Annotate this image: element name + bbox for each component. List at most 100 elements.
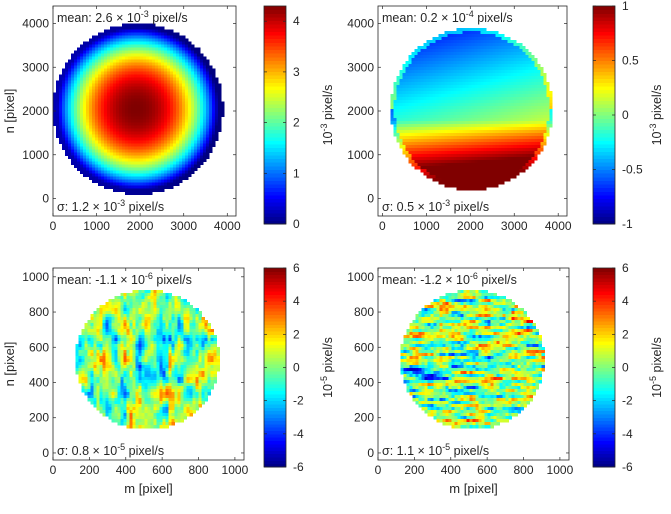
heatmap-cell bbox=[113, 66, 116, 69]
heatmap-cell bbox=[507, 175, 510, 178]
heatmap-cell bbox=[161, 33, 164, 36]
heatmap-cell bbox=[164, 126, 167, 129]
heatmap-cell bbox=[504, 115, 507, 118]
heatmap-cell bbox=[137, 159, 140, 162]
heatmap-cell bbox=[498, 58, 501, 61]
heatmap-cell bbox=[447, 163, 450, 166]
heatmap-cell bbox=[450, 178, 453, 181]
heatmap-cell bbox=[507, 157, 510, 160]
heatmap-cell bbox=[77, 144, 80, 147]
heatmap-cell bbox=[516, 133, 519, 136]
heatmap-cell bbox=[200, 144, 203, 147]
heatmap-cell bbox=[474, 88, 477, 91]
heatmap-cell bbox=[534, 151, 537, 154]
heatmap-cell bbox=[486, 31, 489, 34]
heatmap-cell bbox=[498, 52, 501, 55]
heatmap-cell bbox=[134, 183, 137, 186]
heatmap-cell bbox=[399, 73, 402, 76]
heatmap-cell bbox=[77, 129, 80, 132]
heatmap-cell bbox=[432, 139, 435, 142]
heatmap-cell bbox=[62, 120, 65, 123]
heatmap-cell bbox=[495, 166, 498, 169]
heatmap-cell bbox=[441, 163, 444, 166]
heatmap-cell bbox=[125, 147, 128, 150]
heatmap-cell bbox=[161, 120, 164, 123]
heatmap-cell bbox=[519, 130, 522, 133]
heatmap-cell bbox=[414, 121, 417, 124]
heatmap-cell bbox=[459, 142, 462, 145]
colorbar-segment bbox=[593, 184, 615, 188]
heatmap-cell bbox=[179, 177, 182, 180]
heatmap-cell bbox=[137, 111, 140, 114]
heatmap-cell bbox=[525, 118, 528, 121]
heatmap-cell bbox=[489, 58, 492, 61]
heatmap-cell bbox=[522, 70, 525, 73]
heatmap-cell bbox=[215, 87, 218, 90]
heatmap-cell bbox=[131, 150, 134, 153]
heatmap-cell bbox=[450, 70, 453, 73]
heatmap-cell bbox=[167, 54, 170, 57]
heatmap-cell bbox=[83, 132, 86, 135]
heatmap-cell bbox=[477, 109, 480, 112]
heatmap-cell bbox=[167, 69, 170, 72]
heatmap-cell bbox=[191, 144, 194, 147]
heatmap-cell bbox=[116, 177, 119, 180]
heatmap-cell bbox=[164, 93, 167, 96]
heatmap-cell bbox=[107, 66, 110, 69]
heatmap-cell bbox=[510, 88, 513, 91]
heatmap-cell bbox=[176, 141, 179, 144]
heatmap-cell bbox=[143, 111, 146, 114]
heatmap-cell bbox=[483, 76, 486, 79]
heatmap-cell bbox=[438, 94, 441, 97]
heatmap-cell bbox=[525, 112, 528, 115]
colorbar-segment bbox=[264, 115, 286, 119]
heatmap-cell bbox=[134, 189, 137, 192]
heatmap-cell bbox=[489, 79, 492, 82]
heatmap-cell bbox=[441, 82, 444, 85]
heatmap-cell bbox=[65, 63, 68, 66]
heatmap-cell bbox=[98, 51, 101, 54]
heatmap-cell bbox=[122, 63, 125, 66]
heatmap-cell bbox=[471, 103, 474, 106]
heatmap-cell bbox=[495, 184, 498, 187]
heatmap-cell bbox=[480, 166, 483, 169]
heatmap-cell bbox=[492, 169, 495, 172]
heatmap-cell bbox=[447, 166, 450, 169]
heatmap-cell bbox=[480, 181, 483, 184]
heatmap-cell bbox=[170, 66, 173, 69]
heatmap-cell bbox=[125, 153, 128, 156]
heatmap-cell bbox=[429, 82, 432, 85]
heatmap-cell bbox=[543, 85, 546, 88]
heatmap-cell bbox=[444, 124, 447, 127]
heatmap-cell bbox=[474, 40, 477, 43]
heatmap-cell bbox=[179, 36, 182, 39]
heatmap-cell bbox=[435, 40, 438, 43]
heatmap-cell bbox=[447, 157, 450, 160]
heatmap-cell bbox=[173, 90, 176, 93]
heatmap-cell bbox=[510, 106, 513, 109]
heatmap-cell bbox=[158, 153, 161, 156]
heatmap-cell bbox=[152, 189, 155, 192]
heatmap-cell bbox=[525, 130, 528, 133]
heatmap-cell bbox=[80, 108, 83, 111]
heatmap-cell bbox=[182, 114, 185, 117]
heatmap-cell bbox=[56, 120, 59, 123]
heatmap-cell bbox=[402, 121, 405, 124]
heatmap-cell bbox=[426, 55, 429, 58]
heatmap-cell bbox=[113, 54, 116, 57]
heatmap-cell bbox=[173, 153, 176, 156]
heatmap-cell bbox=[444, 148, 447, 151]
heatmap-cell bbox=[161, 138, 164, 141]
heatmap-cell bbox=[396, 130, 399, 133]
heatmap-cell bbox=[125, 102, 128, 105]
heatmap-cell bbox=[125, 138, 128, 141]
heatmap-cell bbox=[182, 156, 185, 159]
heatmap-cell bbox=[417, 154, 420, 157]
heatmap-cell bbox=[176, 39, 179, 42]
heatmap-cell bbox=[77, 117, 80, 120]
heatmap-cell bbox=[68, 120, 71, 123]
heatmap-cell bbox=[155, 105, 158, 108]
heatmap-cell bbox=[74, 123, 77, 126]
heatmap-cell bbox=[522, 52, 525, 55]
heatmap-cell bbox=[101, 90, 104, 93]
